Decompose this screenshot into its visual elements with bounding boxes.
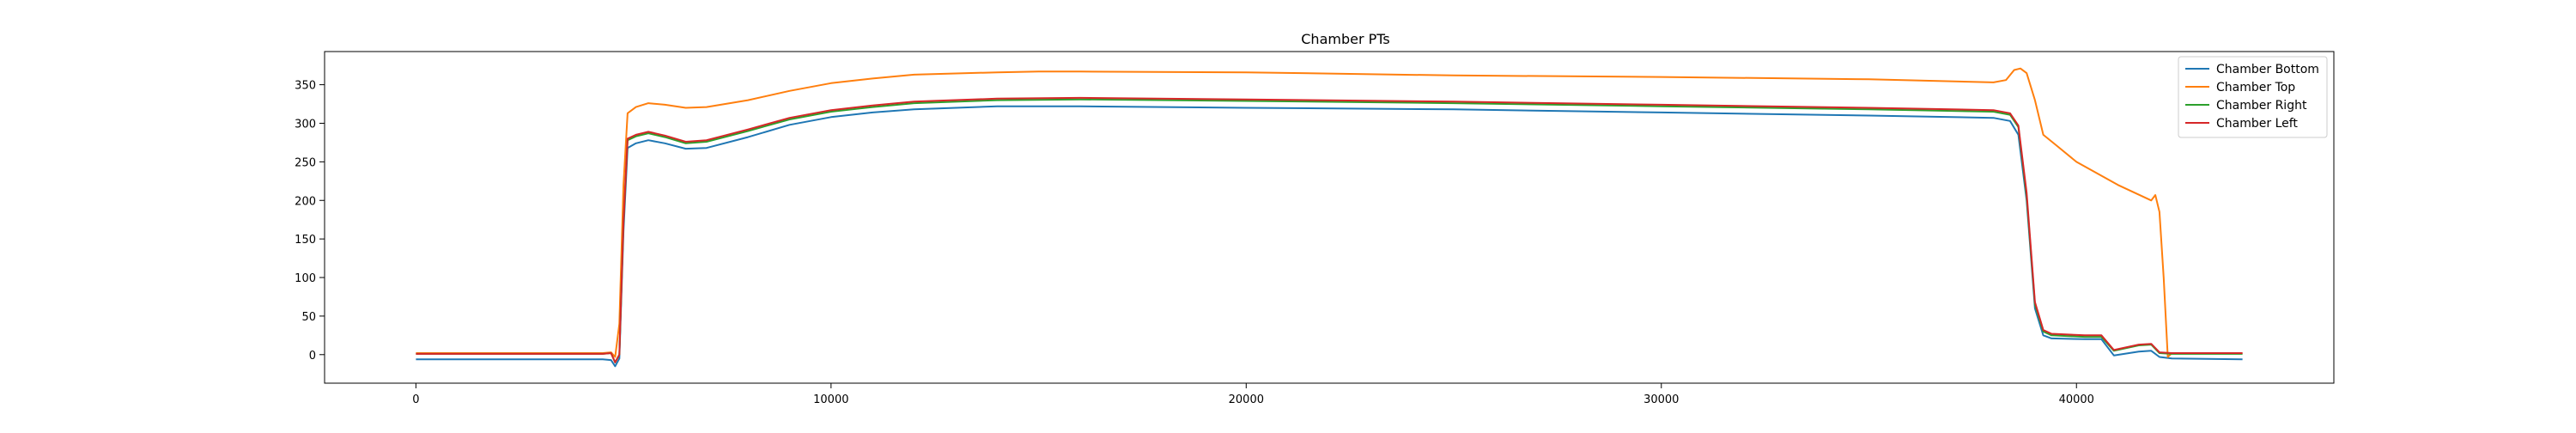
series-line-chamber-left — [416, 96, 2243, 363]
x-tick-label: 30000 — [1643, 393, 1679, 406]
series-line-chamber-right — [416, 98, 2243, 363]
chart-title: Chamber PTs — [1301, 31, 1389, 47]
y-tick-label: 150 — [295, 234, 316, 247]
y-tick-label: 100 — [295, 272, 316, 285]
plot-area — [324, 51, 2335, 384]
y-tick-label: 200 — [295, 195, 316, 208]
x-tick-label: 10000 — [813, 393, 848, 406]
y-axis: 0 50 100 150 200 250 300 350 — [295, 80, 325, 363]
legend-label: Chamber Top — [2216, 81, 2295, 95]
y-tick-label: 350 — [295, 80, 316, 93]
legend-box — [2178, 56, 2328, 138]
y-tick-label: 0 — [309, 350, 316, 363]
plot-frame — [324, 51, 2335, 384]
y-tick-label: 300 — [295, 118, 316, 131]
series-line-chamber-bottom — [416, 105, 2243, 368]
legend-label: Chamber Left — [2216, 117, 2298, 131]
series-layer — [416, 67, 2243, 368]
series-line-chamber-top — [416, 67, 2243, 358]
legend-label: Chamber Bottom — [2216, 63, 2319, 76]
x-axis: 0 10000 20000 30000 40000 — [412, 383, 2094, 406]
y-tick-label: 250 — [295, 156, 316, 169]
y-tick-label: 50 — [301, 311, 316, 324]
x-tick-label: 20000 — [1229, 393, 1264, 406]
x-tick-label: 0 — [412, 393, 419, 406]
legend-label: Chamber Right — [2216, 99, 2307, 113]
legend: Chamber Bottom Chamber Top Chamber Right Ch… — [2178, 56, 2328, 138]
x-tick-label: 40000 — [2059, 393, 2094, 406]
